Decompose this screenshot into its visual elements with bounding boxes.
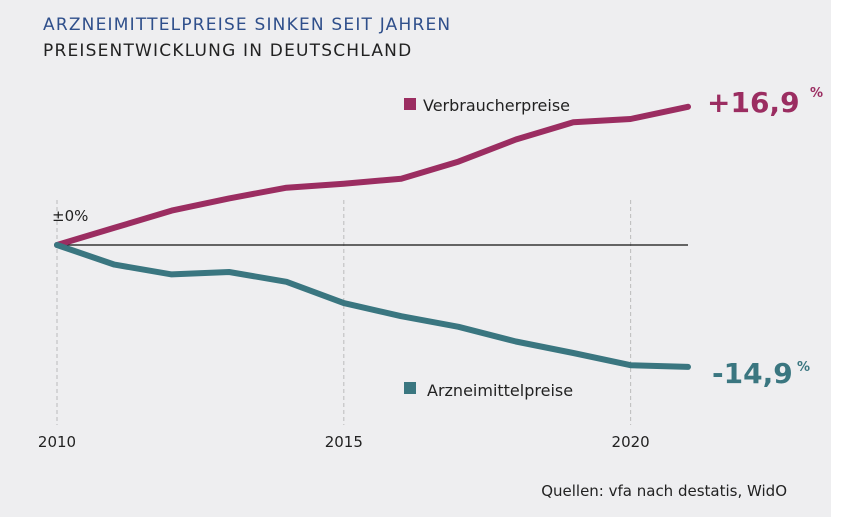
end-unit-label-0: % xyxy=(810,86,823,101)
x-tick-label-2010: 2010 xyxy=(38,433,76,451)
x-tick-label-2015: 2015 xyxy=(325,433,363,451)
grid-lines xyxy=(56,200,632,425)
chart-title: ARZNEIMITTELPREISE SINKEN SEIT JAHREN xyxy=(43,15,452,35)
series-lines xyxy=(54,103,691,370)
legend-swatch-1 xyxy=(404,382,416,394)
end-value-label-0: +16,9 xyxy=(707,86,800,119)
legend-swatch-0 xyxy=(404,98,416,110)
x-axis-ticks: 2010 2015 2020 xyxy=(38,433,650,451)
legend: Verbraucherpreise Arzneimittelpreise xyxy=(404,96,573,400)
end-unit-label-1: % xyxy=(797,360,810,375)
end-value-label-1: -14,9 xyxy=(712,357,793,390)
legend-label-1: Arzneimittelpreise xyxy=(427,381,573,400)
series-line-verbraucherpreise xyxy=(54,103,691,248)
chart-card: ARZNEIMITTELPREISE SINKEN SEIT JAHREN PR… xyxy=(0,0,831,517)
x-tick-label-2020: 2020 xyxy=(612,433,650,451)
chart-subtitle: PREISENTWICKLUNG IN DEUTSCHLAND xyxy=(43,41,413,61)
line-chart: ±0% 2010 2015 2020 Verbraucherpreise Arznei… xyxy=(38,86,823,451)
baseline-label: ±0% xyxy=(52,207,88,225)
source-note: Quellen: vfa nach destatis, WidO xyxy=(541,482,787,500)
end-labels: +16,9 % -14,9% xyxy=(707,86,823,390)
series-line-arzneimittelpreise xyxy=(54,242,691,370)
legend-label-0: Verbraucherpreise xyxy=(423,96,570,115)
